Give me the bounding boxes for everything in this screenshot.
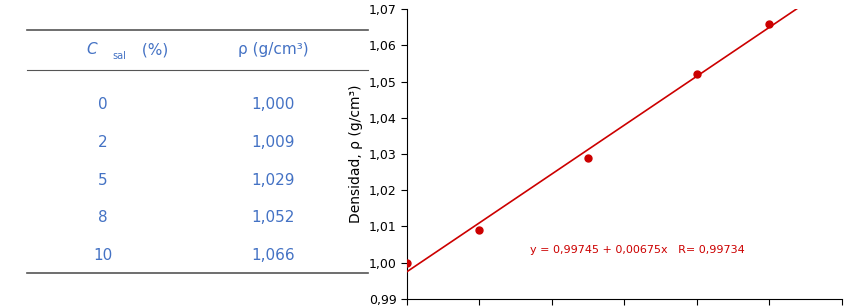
Text: 8: 8 bbox=[99, 210, 108, 225]
Text: 1,066: 1,066 bbox=[252, 248, 295, 263]
Text: 10: 10 bbox=[94, 248, 112, 263]
Text: (%): (%) bbox=[137, 42, 168, 57]
Text: sal: sal bbox=[112, 51, 127, 61]
Text: y = 0,99745 + 0,00675x   R= 0,99734: y = 0,99745 + 0,00675x R= 0,99734 bbox=[530, 245, 745, 255]
Text: 1,009: 1,009 bbox=[252, 135, 295, 150]
Text: 1,000: 1,000 bbox=[252, 97, 295, 112]
Y-axis label: Densidad, ρ (g/cm³): Densidad, ρ (g/cm³) bbox=[349, 85, 363, 223]
Text: 1,029: 1,029 bbox=[252, 172, 295, 188]
Text: ρ (g/cm³): ρ (g/cm³) bbox=[238, 42, 309, 57]
Text: 1,052: 1,052 bbox=[252, 210, 295, 225]
Text: C: C bbox=[87, 42, 97, 57]
Text: 0: 0 bbox=[99, 97, 108, 112]
Text: 5: 5 bbox=[99, 172, 108, 188]
Text: 2: 2 bbox=[99, 135, 108, 150]
